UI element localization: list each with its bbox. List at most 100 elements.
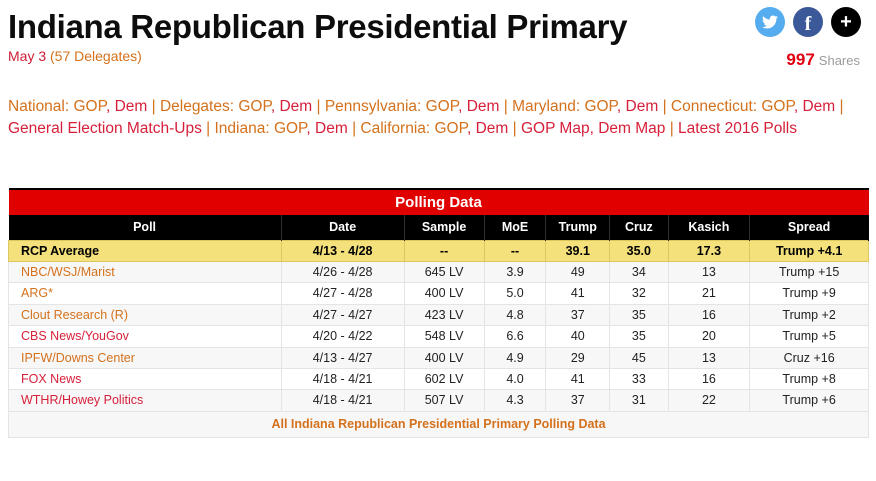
cruz-cell: 35.0 — [609, 239, 669, 263]
spread-cell: Trump +8 — [749, 367, 869, 391]
moe-cell: 6.6 — [483, 325, 547, 348]
nav-separator: , — [793, 98, 803, 115]
nav-link[interactable]: Delegates: GOP — [159, 98, 271, 115]
primary-date: May 3 — [8, 48, 47, 64]
nav-link[interactable]: Dem — [475, 120, 509, 137]
moe-cell: 4.0 — [483, 367, 547, 391]
nav-separator: , — [270, 98, 280, 115]
poll-cell: NBC/WSJ/Marist — [8, 260, 282, 284]
cruz-cell: 34 — [609, 260, 669, 284]
cruz-cell: 31 — [609, 389, 669, 412]
nav-link[interactable]: General Election Match-Ups — [8, 120, 202, 137]
kasich-cell: 22 — [667, 389, 751, 412]
nav-link[interactable]: Dem — [802, 98, 836, 115]
date-cell: 4/26 - 4/28 — [280, 260, 405, 284]
poll-row: Clout Research (R) 4/27 - 4/27 423 LV 4.8 37… — [8, 303, 869, 327]
poll-row: FOX News 4/18 - 4/21 602 LV 4.0 41 33 16 Trump … — [8, 367, 869, 391]
facebook-share-button[interactable]: f — [793, 7, 823, 37]
column-header-sample: Sample — [404, 215, 485, 241]
sample-cell: 423 LV — [403, 303, 485, 327]
sample-cell: 507 LV — [403, 389, 485, 412]
moe-cell: 4.3 — [483, 389, 547, 412]
trump-cell: 29 — [545, 346, 611, 369]
delegates-count: (57 Delegates) — [50, 48, 142, 64]
poll-row: IPFW/Downs Center 4/13 - 4/27 400 LV 4.9 29 4… — [8, 346, 869, 369]
poll-link[interactable]: CBS News/YouGov — [21, 329, 129, 344]
poll-link[interactable]: NBC/WSJ/Marist — [21, 265, 115, 279]
twitter-icon — [762, 14, 778, 30]
kasich-cell: 13 — [667, 260, 751, 284]
cruz-cell: 33 — [609, 367, 669, 391]
poll-cell: CBS News/YouGov — [8, 325, 282, 348]
plus-icon: + — [840, 11, 852, 33]
nav-separator: | — [499, 98, 513, 115]
trump-cell: 39.1 — [545, 239, 611, 263]
trump-cell: 37 — [545, 389, 611, 412]
nav-separator: | — [658, 98, 671, 115]
nav-separator: | — [835, 98, 844, 115]
polling-table: Polling Data Poll Date Sample MoE Trump Cruz K… — [8, 187, 869, 439]
date-cell: 4/13 - 4/27 — [280, 346, 405, 369]
poll-link[interactable]: IPFW/Downs Center — [21, 350, 135, 365]
nav-separator: | — [508, 120, 521, 137]
date-cell: 4/20 - 4/22 — [280, 325, 405, 348]
share-buttons: f + — [755, 7, 861, 37]
nav-link[interactable]: Indiana: GOP — [214, 120, 307, 137]
poll-cell: WTHR/Howey Politics — [8, 389, 282, 412]
spread-cell: Cruz +16 — [749, 346, 869, 369]
poll-row: NBC/WSJ/Marist 4/26 - 4/28 645 LV 3.9 49 34 13… — [8, 260, 869, 284]
moe-cell: -- — [483, 239, 547, 263]
nav-link[interactable]: National: GOP — [8, 98, 106, 115]
nav-link[interactable]: Latest 2016 Polls — [678, 120, 797, 137]
nav-link[interactable]: Dem — [625, 98, 659, 115]
nav-link[interactable]: GOP Map — [520, 120, 590, 137]
poll-link[interactable]: WTHR/Howey Politics — [21, 393, 144, 408]
column-header-spread: Spread — [749, 215, 869, 241]
kasich-cell: 16 — [667, 367, 751, 391]
nav-link[interactable]: Pennsylvania: GOP — [324, 98, 459, 115]
nav-separator: | — [347, 120, 361, 137]
twitter-share-button[interactable] — [755, 7, 785, 37]
facebook-icon: f — [804, 12, 812, 35]
spread-cell: Trump +4.1 — [749, 239, 869, 263]
column-header-row: Poll Date Sample MoE Trump Cruz Kasich Spread — [8, 215, 869, 241]
nav-link[interactable]: Dem — [466, 98, 500, 115]
poll-link[interactable]: Clout Research (R) — [21, 307, 128, 322]
trump-cell: 41 — [545, 282, 611, 305]
spread-cell: Trump +6 — [749, 389, 869, 412]
table-banner-row: Polling Data — [8, 187, 869, 216]
poll-cell: ARG* — [8, 282, 282, 305]
column-header-date: Date — [281, 215, 405, 241]
poll-link[interactable]: ARG* — [21, 286, 53, 301]
nav-link[interactable]: Connecticut: GOP — [670, 98, 794, 115]
cruz-cell: 35 — [609, 325, 669, 348]
trump-cell: 37 — [545, 303, 611, 327]
nav-link[interactable]: Dem Map — [598, 120, 666, 137]
date-cell: 4/27 - 4/27 — [280, 303, 405, 327]
cruz-cell: 35 — [609, 303, 669, 327]
trump-cell: 40 — [545, 325, 611, 348]
nav-separator: , — [306, 120, 316, 137]
moe-cell: 3.9 — [483, 260, 547, 284]
nav-link[interactable]: Dem — [114, 98, 148, 115]
rcp-average-row: RCP Average 4/13 - 4/28 -- -- 39.1 35.0 17.3 Tr… — [8, 239, 869, 263]
poll-link[interactable]: FOX News — [21, 371, 82, 386]
date-cell: 4/18 - 4/21 — [280, 367, 405, 391]
spread-cell: Trump +5 — [749, 325, 869, 348]
nav-link[interactable]: Dem — [315, 120, 348, 137]
column-header-kasich: Kasich — [668, 215, 751, 241]
nav-link[interactable]: Dem — [279, 98, 313, 115]
poll-row: CBS News/YouGov 4/20 - 4/22 548 LV 6.6 40 35 2… — [8, 325, 869, 348]
page-title: Indiana Republican Presidential Primary — [8, 8, 628, 45]
nav-separator: | — [312, 98, 325, 115]
primary-subtitle: May 3 (57 Delegates) — [8, 48, 869, 64]
nav-link[interactable]: Maryland: GOP — [512, 98, 617, 115]
date-cell: 4/18 - 4/21 — [280, 389, 405, 412]
nav-link[interactable]: California: GOP — [360, 120, 467, 137]
all-polls-link[interactable]: All Indiana Republican Presidential Prim… — [271, 416, 606, 431]
more-share-button[interactable]: + — [831, 7, 861, 37]
table-footer-row: All Indiana Republican Presidential Prim… — [8, 410, 869, 439]
poll-nav: National: GOP, Dem | Delegates: GOP, Dem… — [8, 96, 866, 140]
spread-cell: Trump +15 — [749, 260, 869, 284]
sample-cell: 602 LV — [403, 367, 485, 391]
